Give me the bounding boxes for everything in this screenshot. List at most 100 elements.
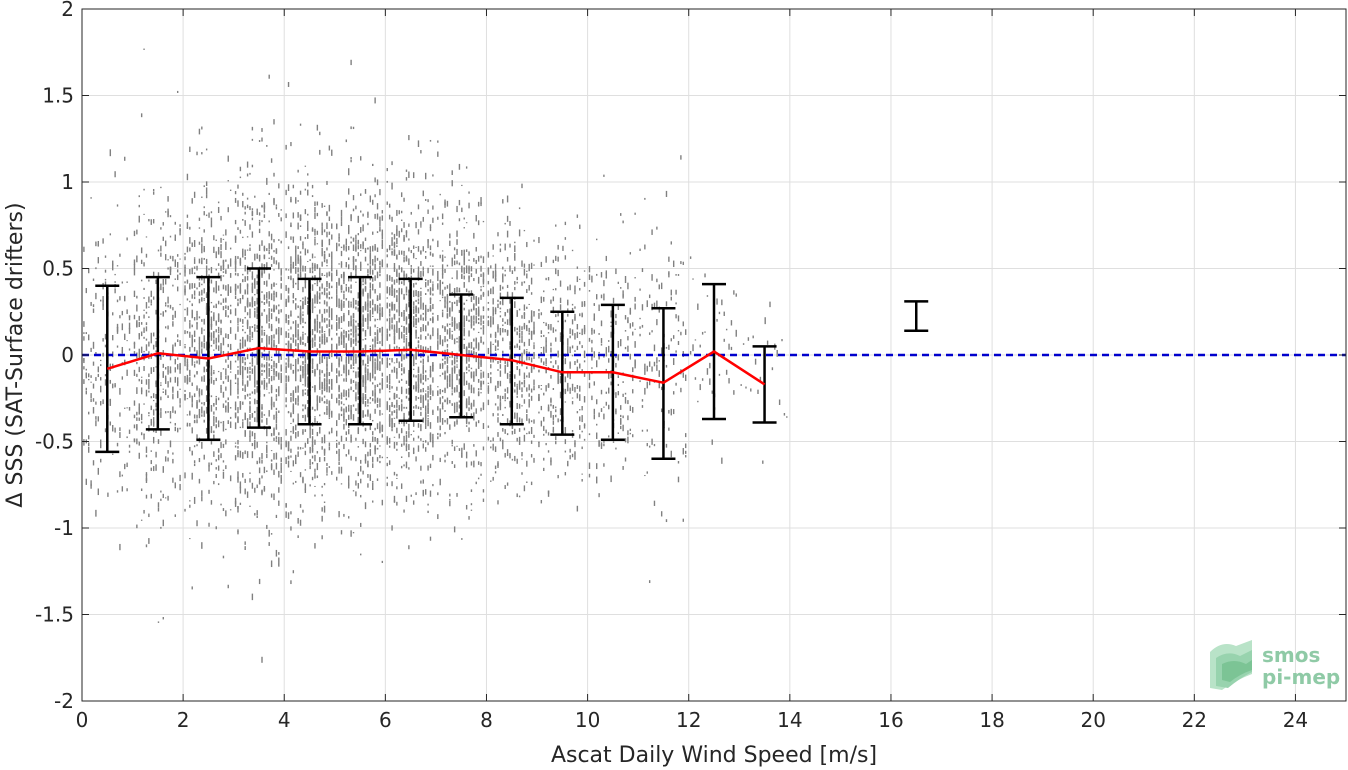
scatter-point: [473, 375, 475, 377]
scatter-point: [290, 412, 292, 418]
scatter-point: [256, 400, 258, 405]
scatter-point: [302, 311, 304, 313]
scatter-point: [468, 251, 470, 256]
scatter-point: [350, 159, 352, 163]
scatter-point: [374, 303, 376, 311]
scatter-point: [143, 297, 145, 299]
scatter-point: [201, 414, 203, 417]
scatter-point: [229, 407, 232, 409]
scatter-point: [254, 195, 256, 198]
scatter-point: [355, 456, 357, 462]
scatter-point: [340, 307, 343, 312]
scatter-point: [376, 247, 379, 253]
scatter-point: [381, 351, 384, 354]
scatter-point: [280, 368, 282, 371]
scatter-point: [408, 258, 410, 265]
scatter-point: [273, 304, 275, 312]
scatter-point: [355, 358, 357, 364]
scatter-point: [374, 445, 376, 452]
scatter-point: [362, 316, 364, 322]
scatter-point: [398, 317, 400, 322]
scatter-point: [191, 267, 193, 275]
scatter-point: [323, 292, 326, 296]
scatter-point: [367, 368, 369, 374]
scatter-point: [350, 303, 352, 308]
scatter-point: [314, 324, 316, 332]
scatter-point: [360, 264, 362, 271]
scatter-point: [374, 408, 376, 414]
scatter-point: [285, 457, 287, 465]
scatter-point: [376, 203, 379, 210]
scatter-point: [343, 290, 345, 294]
scatter-point: [429, 298, 432, 305]
scatter-point: [331, 352, 333, 357]
scatter-point: [297, 344, 299, 350]
scatter-point: [254, 398, 256, 405]
scatter-point: [396, 371, 398, 375]
scatter-point: [295, 298, 297, 301]
scatter-point: [307, 350, 309, 356]
scatter-point: [376, 329, 379, 336]
scatter-point: [504, 222, 506, 225]
scatter-point: [348, 321, 350, 326]
scatter-point: [285, 382, 287, 386]
scatter-point: [148, 513, 150, 518]
scatter-point: [217, 420, 220, 428]
scatter-point: [412, 447, 415, 450]
scatter-point: [189, 331, 191, 337]
scatter-point: [268, 529, 270, 537]
scatter-point: [184, 346, 186, 349]
scatter-point: [273, 453, 275, 460]
scatter-point: [518, 403, 521, 409]
scatter-point: [379, 303, 381, 307]
scatter-point: [179, 404, 181, 408]
scatter-point: [280, 276, 282, 281]
scatter-point: [169, 215, 172, 218]
scatter-point: [280, 309, 282, 313]
scatter-point: [345, 406, 348, 413]
scatter-point: [422, 246, 424, 252]
scatter-point: [429, 265, 432, 267]
scatter-point: [290, 266, 292, 270]
scatter-point: [299, 225, 302, 228]
scatter-point: [275, 328, 278, 335]
scatter-point: [415, 329, 417, 337]
scatter-point: [83, 358, 85, 362]
scatter-point: [502, 337, 504, 342]
scatter-point: [499, 292, 502, 298]
scatter-point: [215, 251, 217, 259]
scatter-point: [473, 328, 475, 331]
scatter-point: [234, 422, 237, 430]
scatter-point: [251, 296, 254, 300]
scatter-point: [521, 387, 523, 393]
scatter-point: [446, 357, 449, 364]
scatter-point: [398, 327, 400, 333]
scatter-point: [275, 436, 278, 440]
scatter-point: [446, 370, 449, 374]
scatter-point: [328, 466, 331, 468]
scatter-point: [186, 222, 189, 229]
scatter-point: [504, 429, 506, 434]
scatter-point: [362, 380, 364, 387]
scatter-point: [340, 435, 343, 442]
scatter-point: [372, 245, 374, 252]
scatter-point: [420, 425, 422, 432]
scatter-point: [482, 292, 485, 295]
scatter-point: [405, 434, 408, 442]
scatter-point: [285, 268, 287, 271]
scatter-point: [427, 510, 429, 514]
scatter-point: [205, 258, 208, 265]
scatter-point: [256, 281, 258, 285]
scatter-point: [148, 538, 150, 544]
scatter-point: [369, 331, 372, 336]
scatter-point: [417, 317, 420, 323]
scatter-point: [280, 327, 282, 329]
scatter-point: [357, 245, 360, 250]
scatter-point: [494, 312, 497, 315]
scatter-point: [521, 405, 523, 407]
scatter-point: [321, 446, 323, 450]
scatter-point: [222, 469, 225, 472]
scatter-point: [372, 390, 374, 397]
scatter-point: [242, 338, 244, 342]
scatter-point: [326, 247, 328, 251]
